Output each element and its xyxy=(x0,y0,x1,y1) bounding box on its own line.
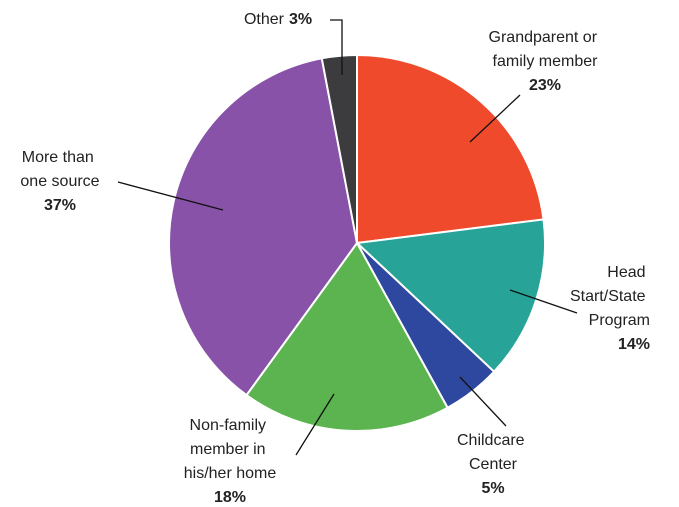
label-line: member in xyxy=(190,441,270,458)
slice-label: More than one source xyxy=(20,149,99,190)
slice-label: Grandparent or family member xyxy=(489,29,602,70)
label-line: Non-family xyxy=(190,417,271,434)
leader-line xyxy=(330,19,343,75)
label-line: Head xyxy=(607,264,650,281)
pie-slice xyxy=(354,218,546,374)
value-label: 18% xyxy=(214,489,246,506)
label-line: Grandparent or xyxy=(489,29,602,46)
leader-line xyxy=(295,393,335,456)
label-line: one source xyxy=(20,173,99,190)
slice-label: Non-family member in his/her home xyxy=(184,417,277,482)
leader-line xyxy=(117,181,224,211)
value-label: 3% xyxy=(289,11,312,28)
label-line: Childcare xyxy=(457,432,529,449)
pie-slice xyxy=(245,241,449,432)
value-label: 23% xyxy=(529,77,561,94)
value-label: 14% xyxy=(618,336,650,353)
leader-line xyxy=(459,376,507,427)
label-line: Program xyxy=(589,312,650,329)
label-line: family member xyxy=(493,53,599,70)
label-line: More than xyxy=(22,149,98,166)
label-line: Other xyxy=(244,11,285,28)
slice-label: Other xyxy=(244,11,285,28)
pie-slice xyxy=(356,53,545,245)
leader-line xyxy=(469,94,521,143)
label-line: Center xyxy=(469,456,518,473)
label-line: Start/State xyxy=(570,288,650,305)
value-label: 37% xyxy=(44,197,76,214)
label-line: his/her home xyxy=(184,465,277,482)
pie-slice xyxy=(168,57,359,397)
slice-label: Childcare Center xyxy=(457,432,529,473)
pie-slice xyxy=(320,53,358,244)
slice-label: Head Start/State Program xyxy=(570,264,650,329)
value-label: 5% xyxy=(481,480,504,497)
leader-line xyxy=(509,289,578,314)
